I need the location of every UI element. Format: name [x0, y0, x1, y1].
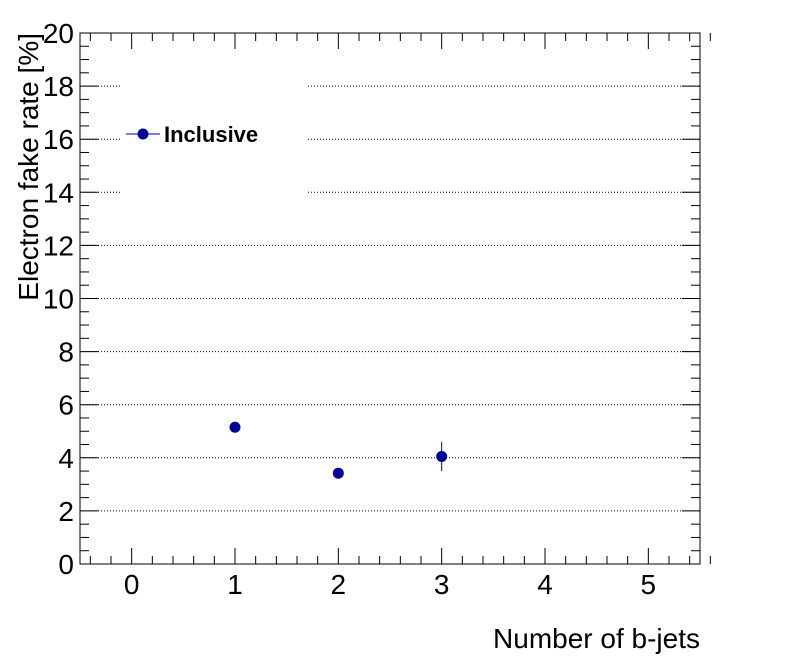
y-tick-label-14: 14 [43, 177, 74, 208]
x-tick-label-1: 1 [227, 569, 243, 600]
y-tick-label-2: 2 [58, 496, 74, 527]
plot-frame [79, 32, 701, 565]
x-tick-label-5: 5 [641, 569, 657, 600]
y-tick-label-20: 20 [43, 18, 74, 49]
y-tick-label-8: 8 [58, 337, 74, 368]
y-tick-label-16: 16 [43, 124, 74, 155]
y-tick-labels: 0 2 4 6 8 10 12 14 16 18 20 [43, 18, 74, 580]
data-point-0-1 [332, 467, 344, 479]
data-points [229, 421, 448, 479]
axis-ticks [80, 32, 711, 565]
x-tick-label-2: 2 [331, 569, 347, 600]
y-tick-label-6: 6 [58, 390, 74, 421]
legend-label-0: Inclusive [164, 122, 258, 147]
x-tick-label-4: 4 [537, 569, 553, 600]
y-tick-label-18: 18 [43, 71, 74, 102]
legend-background [120, 68, 306, 206]
grid-lines [80, 85, 700, 512]
y-tick-label-10: 10 [43, 284, 74, 315]
x-tick-labels: 0 1 2 3 4 5 [124, 569, 656, 600]
x-axis-title: Number of b-jets [493, 623, 700, 654]
y-tick-label-0: 0 [58, 549, 74, 580]
legend: Inclusive [126, 122, 258, 147]
y-tick-label-12: 12 [43, 230, 74, 261]
y-axis-title: Electron fake rate [%] [13, 33, 44, 301]
x-tick-label-3: 3 [434, 569, 450, 600]
legend-marker-0 [137, 128, 149, 140]
data-point-0-0 [229, 421, 241, 433]
data-point-0-2 [436, 450, 448, 462]
y-tick-label-4: 4 [58, 443, 74, 474]
x-tick-label-0: 0 [124, 569, 140, 600]
